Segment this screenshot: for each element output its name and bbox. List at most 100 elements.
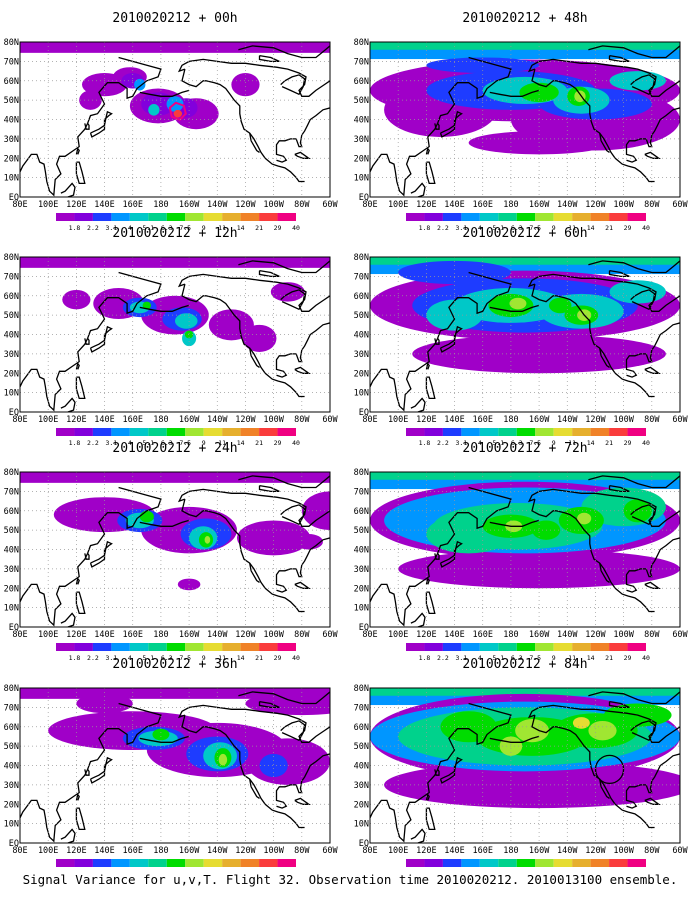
colorbar-swatch	[203, 428, 223, 436]
colorbar-swatch	[627, 428, 646, 436]
lon-tick-label: 180	[153, 630, 168, 640]
colorbar-label: 5.1	[492, 224, 504, 232]
coastline	[439, 110, 463, 138]
lon-tick-label: 120E	[66, 630, 86, 640]
lon-tick-label: 140W	[557, 415, 578, 425]
coastline	[410, 612, 426, 627]
lat-tick-label: 10N	[4, 174, 19, 184]
panel-0: 2010020212 + 00h EQ 10N 20N 30N 40N 50N 60N 70N 8…	[4, 11, 339, 232]
colorbar-label: 29	[274, 224, 282, 232]
lat-tick-label: EQ	[359, 193, 369, 203]
colorbar-swatch	[129, 213, 149, 221]
coastline	[439, 540, 463, 568]
coastline	[84, 338, 90, 345]
lon-tick-label: 120W	[585, 415, 606, 425]
lon-tick-label: 80E	[362, 200, 377, 210]
lon-tick-label: 120W	[585, 200, 606, 210]
coastline	[531, 68, 655, 183]
colorbar-label: 7.5	[179, 654, 191, 662]
colorbar-swatch	[56, 859, 75, 867]
panel-4: 2010020212 + 24h EQ 10N 20N 30N 40N 50N 60N 70N 8…	[4, 441, 339, 662]
coastline	[599, 562, 610, 583]
colorbar-label: 4	[478, 654, 482, 662]
lon-tick-label: 180	[503, 630, 518, 640]
coastline	[275, 753, 330, 809]
coastline	[181, 68, 305, 183]
lat-tick-label: 50N	[4, 742, 19, 752]
coastline	[75, 793, 80, 801]
lon-tick-label: 100W	[263, 200, 284, 210]
map-frame	[19, 687, 331, 844]
colorbar-swatch	[240, 213, 260, 221]
lon-tick-label: 80E	[12, 415, 27, 425]
colorbar-swatch	[166, 859, 186, 867]
colorbar-swatch	[609, 428, 628, 436]
coastline	[410, 182, 426, 197]
coastline	[139, 735, 190, 743]
lon-tick-label: 180	[153, 200, 168, 210]
coastline	[531, 283, 655, 398]
coastline	[275, 322, 330, 378]
variance-contour	[173, 109, 183, 118]
lat-tick-label: 80N	[354, 468, 369, 478]
coastline	[434, 338, 440, 345]
coastline	[89, 756, 113, 784]
colorbar-label: 14	[587, 654, 595, 662]
colorbar-label: 11	[568, 654, 576, 662]
colorbar-label: 14	[587, 439, 595, 447]
lon-tick-label: 80E	[12, 200, 27, 210]
map-frame	[369, 687, 681, 844]
lat-tick-label: 10N	[354, 820, 369, 830]
lon-tick-label: 120W	[585, 846, 606, 856]
lon-tick-label: 160E	[122, 846, 142, 856]
colorbar-swatch	[406, 643, 425, 651]
colorbar-swatch	[572, 213, 591, 221]
lon-tick-label: 80W	[644, 200, 660, 210]
coastline	[177, 704, 330, 743]
map-frame	[369, 471, 681, 628]
lat-tick-label: 80N	[4, 468, 19, 478]
colorbar-label: 11	[218, 224, 226, 232]
lat-tick-label: 10N	[4, 604, 19, 614]
coastline	[84, 769, 90, 776]
colorbar-label: 29	[624, 224, 632, 232]
variance-contour	[623, 499, 652, 523]
variance-field	[20, 42, 330, 197]
lon-tick-label: 120E	[416, 415, 436, 425]
target-circle	[594, 754, 625, 785]
lat-tick-label: 20N	[4, 154, 19, 164]
colorbar-swatch	[259, 643, 278, 651]
coastline	[139, 519, 190, 527]
field-band	[20, 688, 330, 699]
coastline	[434, 553, 440, 560]
lon-tick-label: 100W	[263, 630, 284, 640]
coastline	[20, 486, 162, 627]
colorbar-label: 2.2	[437, 654, 449, 662]
lat-tick-label: 40N	[4, 116, 19, 126]
lat-tick-label: 30N	[4, 135, 19, 145]
coastline	[439, 325, 463, 353]
colorbar-swatch	[185, 428, 204, 436]
lat-tick-label: 70N	[354, 272, 369, 282]
coastline	[139, 89, 190, 97]
coastline	[608, 484, 630, 493]
lat-tick-label: 60N	[4, 292, 19, 302]
lon-tick-label: 180	[153, 415, 168, 425]
coastline	[434, 769, 440, 776]
colorbar-label: 11	[568, 439, 576, 447]
lat-tick-label: 80N	[354, 684, 369, 694]
coastline	[608, 54, 630, 63]
colorbar-swatch	[74, 643, 93, 651]
coastline	[425, 577, 430, 585]
panel-title: 2010020212 + 60h	[462, 226, 587, 241]
lat-tick-label: 50N	[354, 742, 369, 752]
variance-contour	[175, 313, 198, 329]
variance-contour	[259, 753, 288, 778]
colorbar-label: 9	[202, 439, 206, 447]
field-band	[20, 257, 330, 268]
variance-contour	[76, 693, 133, 714]
colorbar-swatch	[627, 859, 646, 867]
lat-tick-label: 30N	[354, 565, 369, 575]
coastline	[625, 107, 680, 163]
lon-tick-label: 160W	[529, 200, 550, 210]
